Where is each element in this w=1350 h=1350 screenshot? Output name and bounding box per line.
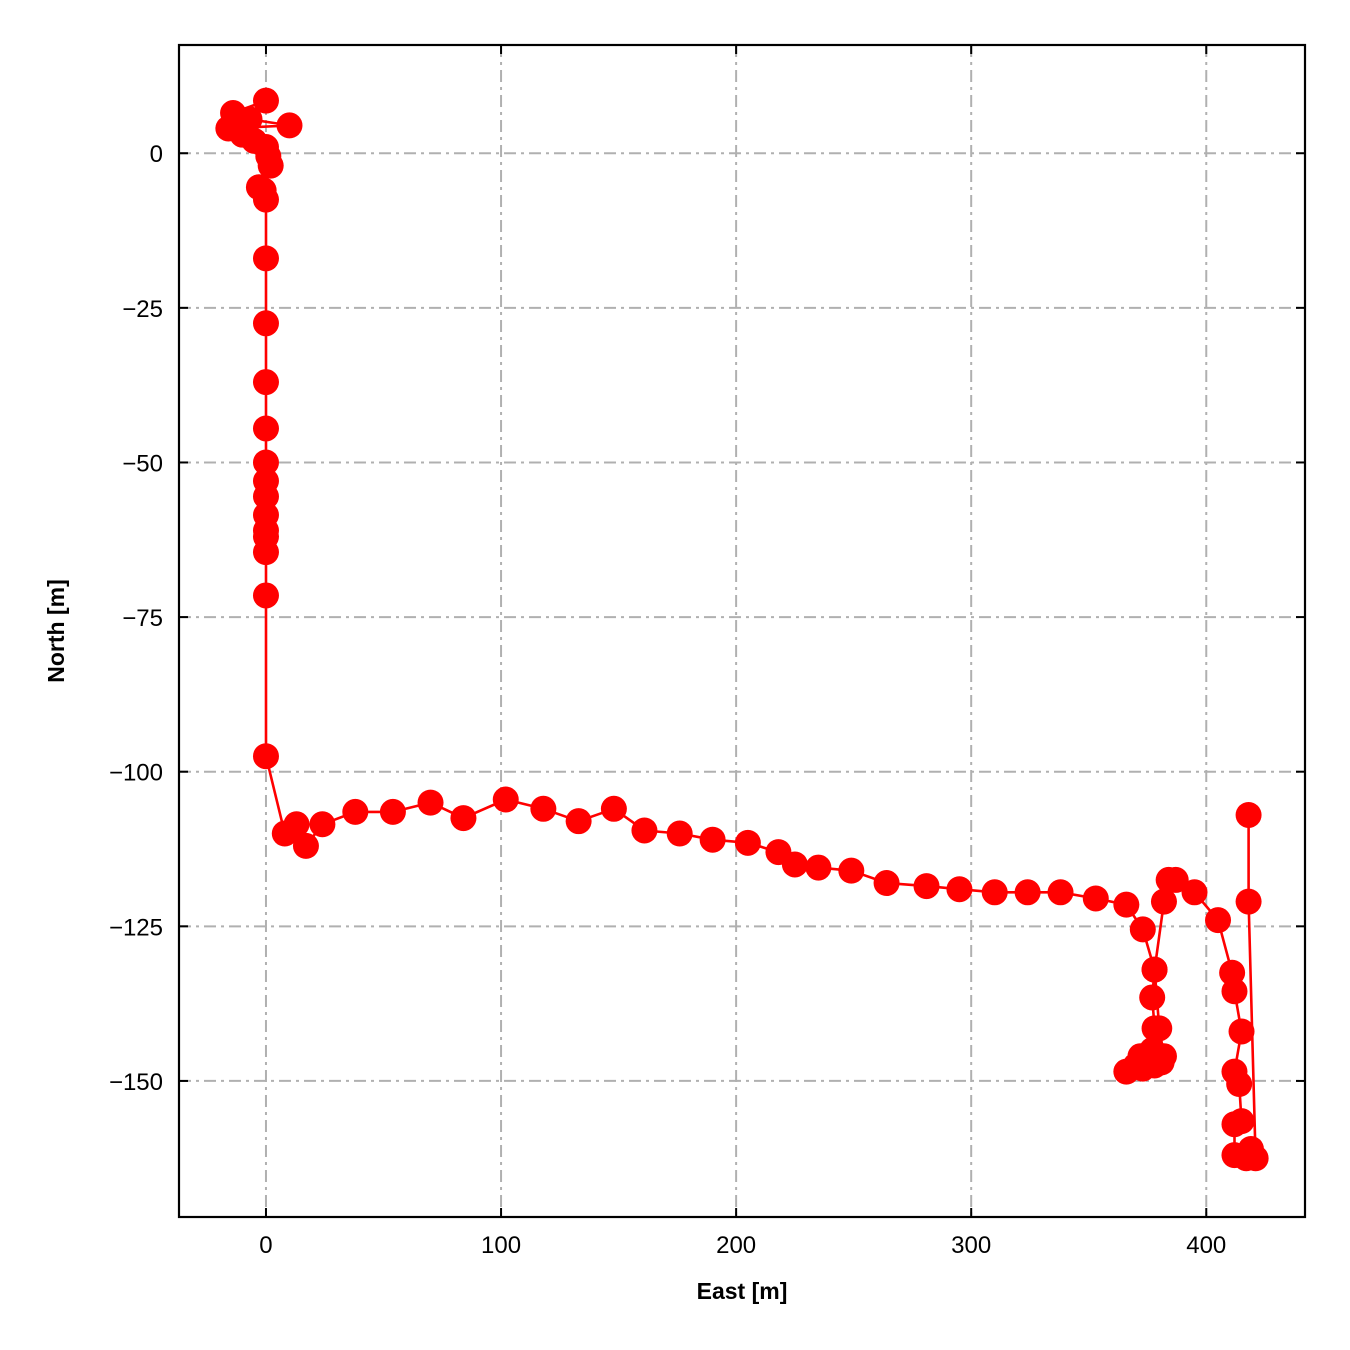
y-tick-label: −75: [122, 605, 163, 632]
x-tick-label: 400: [1186, 1232, 1226, 1259]
y-tick-label: −50: [122, 450, 163, 477]
trajectory-point: [276, 112, 303, 139]
y-tick-label: −25: [122, 296, 163, 323]
plot-frame: [177, 43, 1307, 1219]
trajectory-point: [1047, 879, 1074, 906]
trajectory-point: [1162, 866, 1189, 893]
trajectory-point: [252, 87, 279, 114]
trajectory-point: [1235, 888, 1262, 915]
trajectory-point: [252, 743, 279, 770]
trajectory-point: [781, 851, 808, 878]
trajectory-point: [734, 829, 761, 856]
trajectory-point: [252, 186, 279, 213]
trajectory-point: [1082, 885, 1109, 912]
trajectory-point: [1141, 956, 1168, 983]
trajectory-point: [1150, 888, 1177, 915]
trajectory-point: [292, 832, 319, 859]
x-tick-label: 200: [716, 1232, 756, 1259]
y-tick-label: −150: [109, 1069, 163, 1096]
trajectory-point: [252, 539, 279, 566]
trajectory-point: [565, 808, 592, 835]
series-layer: [215, 87, 1269, 1172]
trajectory-point: [530, 795, 557, 822]
trajectory-point: [257, 152, 284, 179]
trajectory-point: [1242, 1145, 1269, 1172]
x-tick-label: 300: [951, 1232, 991, 1259]
trajectory-point: [252, 415, 279, 442]
trajectory-point: [699, 826, 726, 853]
trajectory-point: [1014, 879, 1041, 906]
trajectory-point: [838, 857, 865, 884]
trajectory-point: [379, 798, 406, 825]
trajectory-point: [631, 817, 658, 844]
trajectory-point: [252, 449, 279, 476]
y-tick-label: −125: [109, 914, 163, 941]
trajectory-point: [981, 879, 1008, 906]
trajectory-point: [309, 811, 336, 838]
trajectory-point: [283, 811, 310, 838]
trajectory-point: [1228, 1018, 1255, 1045]
trajectory-point: [252, 582, 279, 609]
trajectory-point: [600, 795, 627, 822]
trajectory-point: [417, 789, 444, 816]
trajectory-point: [1205, 907, 1232, 934]
trajectory-point: [252, 483, 279, 510]
y-tick-label: 0: [150, 141, 163, 168]
trajectory-point: [1226, 1071, 1253, 1098]
trajectory-point: [252, 245, 279, 272]
x-tick-label: 0: [259, 1232, 272, 1259]
y-axis-label: North [m]: [43, 579, 69, 682]
trajectory-point: [805, 854, 832, 881]
trajectory-point: [1129, 916, 1156, 943]
trajectory-point: [666, 820, 693, 847]
trajectory-point: [1146, 1015, 1173, 1042]
y-tick-label: −100: [109, 760, 163, 787]
trajectory-point: [1139, 984, 1166, 1011]
tick-layer: [179, 45, 1305, 1217]
trajectory-point: [1235, 801, 1262, 828]
trajectory-point: [1113, 891, 1140, 918]
trajectory-point: [450, 805, 477, 832]
trajectory-point: [1181, 879, 1208, 906]
x-tick-label: 100: [481, 1232, 521, 1259]
trajectory-line: [227, 99, 1257, 1160]
trajectory-point: [1221, 978, 1248, 1005]
trajectory-point: [1150, 1043, 1177, 1070]
grid-layer: [179, 45, 1305, 1217]
trajectory-point: [252, 310, 279, 337]
trajectory-point: [946, 876, 973, 903]
trajectory-point: [342, 798, 369, 825]
trajectory-point: [1221, 1111, 1248, 1138]
trajectory-point: [252, 369, 279, 396]
trajectory-point: [913, 873, 940, 900]
x-axis-label: East [m]: [697, 1278, 788, 1304]
tick-label-layer: 0 100 200 300 400 0 −25 −50 −75 −100 −125 −150: [109, 141, 1226, 1259]
trajectory-point: [492, 786, 519, 813]
trajectory-point: [873, 870, 900, 897]
